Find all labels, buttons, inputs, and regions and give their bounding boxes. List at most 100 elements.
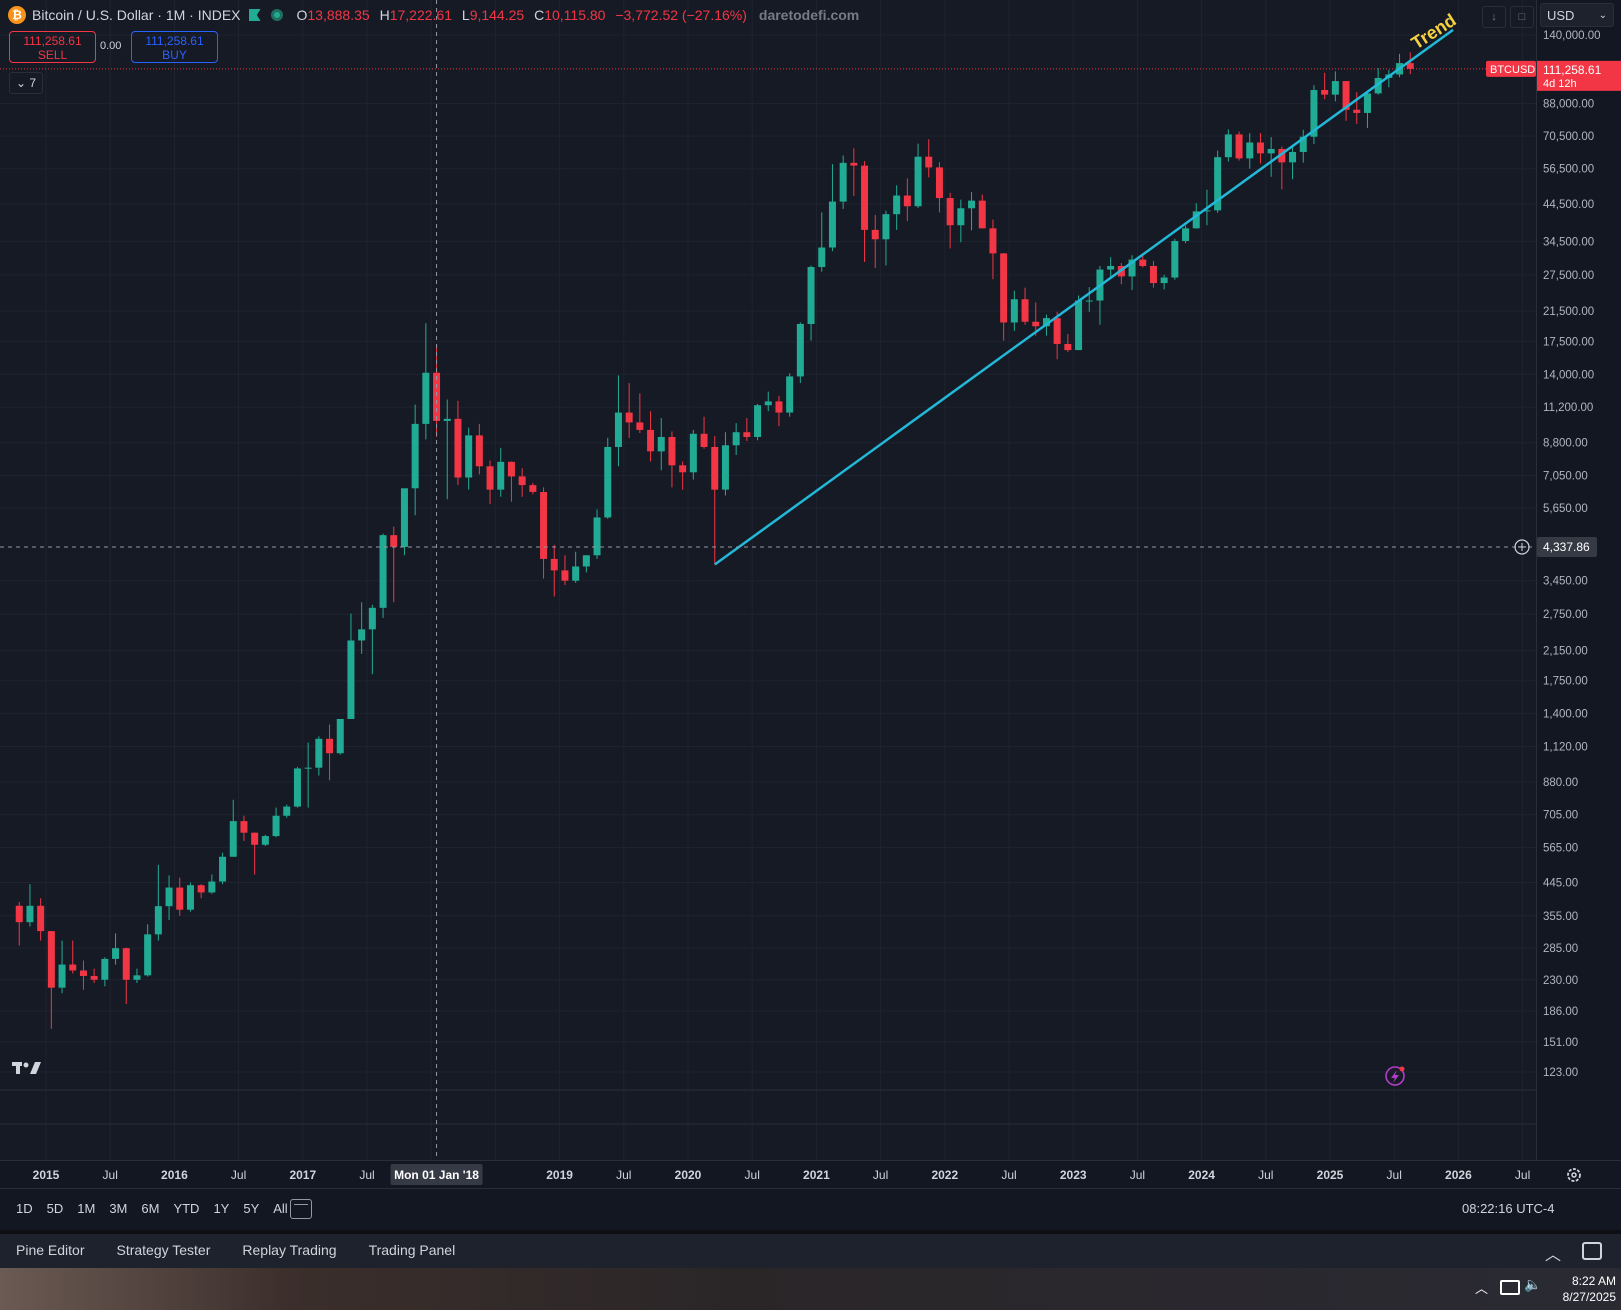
goto-date-icon[interactable] <box>290 1199 312 1219</box>
candle[interactable] <box>1075 295 1083 351</box>
candle[interactable] <box>497 447 505 497</box>
candle[interactable] <box>732 423 740 455</box>
candle[interactable] <box>882 210 890 266</box>
volume-icon[interactable]: 🔈 <box>1524 1276 1542 1292</box>
candle[interactable] <box>582 555 590 573</box>
candle[interactable] <box>1107 257 1115 278</box>
candle[interactable] <box>261 834 269 847</box>
range-button-5d[interactable]: 5D <box>46 1201 64 1216</box>
candle[interactable] <box>828 164 836 252</box>
candle[interactable] <box>283 804 291 818</box>
candle[interactable] <box>144 924 152 977</box>
candle[interactable] <box>625 382 633 438</box>
candle[interactable] <box>540 487 548 579</box>
candle[interactable] <box>775 395 783 427</box>
candle[interactable] <box>454 400 462 486</box>
candle[interactable] <box>796 322 804 383</box>
candle[interactable] <box>989 219 997 280</box>
tab-replay-trading[interactable]: Replay Trading <box>242 1242 337 1258</box>
candle[interactable] <box>561 555 569 586</box>
maximize-panel-icon[interactable] <box>1582 1242 1602 1260</box>
candle[interactable] <box>1064 334 1072 352</box>
candle[interactable] <box>90 968 98 984</box>
range-button-1d[interactable]: 1D <box>16 1201 33 1216</box>
lightning-icon[interactable] <box>1385 1066 1405 1086</box>
buy-button[interactable]: 111,258.61 BUY <box>131 31 218 63</box>
candle[interactable] <box>657 418 665 471</box>
candle[interactable] <box>700 416 708 449</box>
currency-selector[interactable]: USD ⌄ <box>1540 3 1614 27</box>
candle[interactable] <box>422 323 430 440</box>
candle[interactable] <box>251 832 259 875</box>
candle[interactable] <box>315 736 323 776</box>
trend-label[interactable]: Trend <box>1408 10 1460 53</box>
candle[interactable] <box>764 391 772 412</box>
download-icon[interactable]: ↓ <box>1482 6 1506 28</box>
market-status-icon[interactable] <box>270 9 283 21</box>
candle[interactable] <box>1096 265 1104 325</box>
candle[interactable] <box>1235 131 1243 161</box>
candle[interactable] <box>229 799 237 857</box>
candle[interactable] <box>272 807 280 838</box>
candle[interactable] <box>133 968 141 984</box>
candle[interactable] <box>101 957 109 987</box>
candle[interactable] <box>572 551 580 583</box>
candle[interactable] <box>186 882 194 912</box>
candle[interactable] <box>1246 133 1254 169</box>
candle[interactable] <box>58 940 66 994</box>
candle[interactable] <box>1256 132 1264 164</box>
candle[interactable] <box>978 194 986 229</box>
candle[interactable] <box>293 766 301 808</box>
candle[interactable] <box>946 192 954 249</box>
range-button-6m[interactable]: 6M <box>141 1201 160 1216</box>
candle[interactable] <box>1214 150 1222 213</box>
candle[interactable] <box>721 432 729 496</box>
candle[interactable] <box>1267 137 1275 177</box>
candle[interactable] <box>807 265 815 341</box>
candle[interactable] <box>604 437 612 519</box>
candle[interactable] <box>1021 287 1029 325</box>
add-alert-icon[interactable] <box>1514 539 1530 555</box>
candle[interactable] <box>368 604 376 675</box>
candle[interactable] <box>1160 274 1168 290</box>
candle[interactable] <box>1053 311 1061 360</box>
candle[interactable] <box>69 940 77 974</box>
candle[interactable] <box>154 864 162 941</box>
candle[interactable] <box>636 393 644 434</box>
candle[interactable] <box>47 931 55 1029</box>
candle[interactable] <box>336 718 344 755</box>
candle[interactable] <box>475 423 483 475</box>
candle[interactable] <box>1342 80 1350 121</box>
candle[interactable] <box>122 947 130 1005</box>
candle[interactable] <box>486 460 494 505</box>
candle[interactable] <box>1117 262 1125 285</box>
candle[interactable] <box>529 482 537 495</box>
indicators-collapse-button[interactable]: ⌄ 7 <box>9 72 43 94</box>
candle[interactable] <box>433 343 441 437</box>
candle[interactable] <box>79 960 87 990</box>
candle[interactable] <box>1353 92 1361 124</box>
candle[interactable] <box>507 461 515 502</box>
tab-strategy-tester[interactable]: Strategy Tester <box>116 1242 211 1258</box>
candle[interactable] <box>850 148 858 196</box>
candle[interactable] <box>1331 71 1339 102</box>
candle[interactable] <box>26 884 34 927</box>
candle[interactable] <box>668 431 676 488</box>
candle[interactable] <box>711 436 719 565</box>
candle[interactable] <box>893 185 901 230</box>
symbol-title[interactable]: Bitcoin / U.S. Dollar · 1M · INDEX <box>32 7 241 23</box>
candle[interactable] <box>304 742 312 808</box>
candle[interactable] <box>219 852 227 885</box>
fullscreen-icon[interactable]: □ <box>1510 6 1534 28</box>
settings-gear-icon[interactable] <box>1567 1168 1581 1182</box>
clock-timezone[interactable]: 08:22:16 UTC-4 <box>1462 1201 1555 1216</box>
candle[interactable] <box>1171 238 1179 280</box>
range-button-1y[interactable]: 1Y <box>213 1201 230 1216</box>
candle[interactable] <box>1406 52 1414 75</box>
candle[interactable] <box>871 214 879 269</box>
candle[interactable] <box>679 461 687 490</box>
candle[interactable] <box>1310 85 1318 145</box>
candle[interactable] <box>957 199 965 243</box>
candle[interactable] <box>593 509 601 559</box>
candle[interactable] <box>1321 72 1329 100</box>
